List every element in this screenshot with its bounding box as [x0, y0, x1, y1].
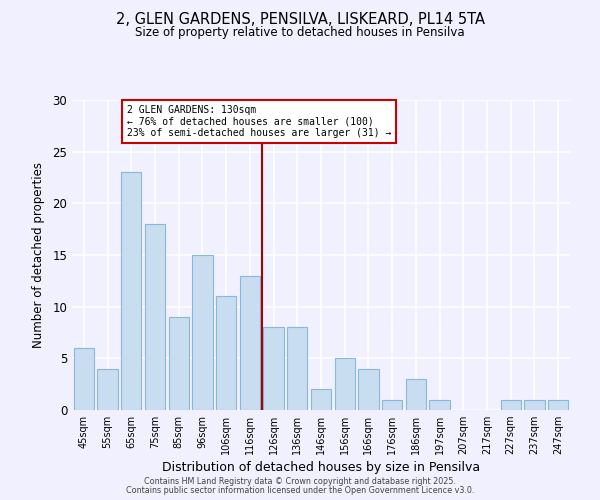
Bar	[335, 358, 355, 410]
Bar	[548, 400, 568, 410]
Bar	[311, 390, 331, 410]
Bar	[524, 400, 545, 410]
X-axis label: Distribution of detached houses by size in Pensilva: Distribution of detached houses by size …	[162, 462, 480, 474]
Bar	[121, 172, 142, 410]
Bar	[430, 400, 449, 410]
Bar	[169, 317, 189, 410]
Bar	[406, 379, 426, 410]
Bar	[240, 276, 260, 410]
Text: Contains HM Land Registry data © Crown copyright and database right 2025.: Contains HM Land Registry data © Crown c…	[144, 477, 456, 486]
Bar	[358, 368, 379, 410]
Bar	[287, 328, 307, 410]
Bar	[382, 400, 402, 410]
Bar	[145, 224, 165, 410]
Text: 2, GLEN GARDENS, PENSILVA, LISKEARD, PL14 5TA: 2, GLEN GARDENS, PENSILVA, LISKEARD, PL1…	[115, 12, 485, 28]
Bar	[193, 255, 212, 410]
Bar	[216, 296, 236, 410]
Text: Contains public sector information licensed under the Open Government Licence v3: Contains public sector information licen…	[126, 486, 474, 495]
Y-axis label: Number of detached properties: Number of detached properties	[32, 162, 46, 348]
Bar	[500, 400, 521, 410]
Bar	[74, 348, 94, 410]
Bar	[263, 328, 284, 410]
Bar	[97, 368, 118, 410]
Text: 2 GLEN GARDENS: 130sqm
← 76% of detached houses are smaller (100)
23% of semi-de: 2 GLEN GARDENS: 130sqm ← 76% of detached…	[127, 105, 391, 138]
Text: Size of property relative to detached houses in Pensilva: Size of property relative to detached ho…	[135, 26, 465, 39]
